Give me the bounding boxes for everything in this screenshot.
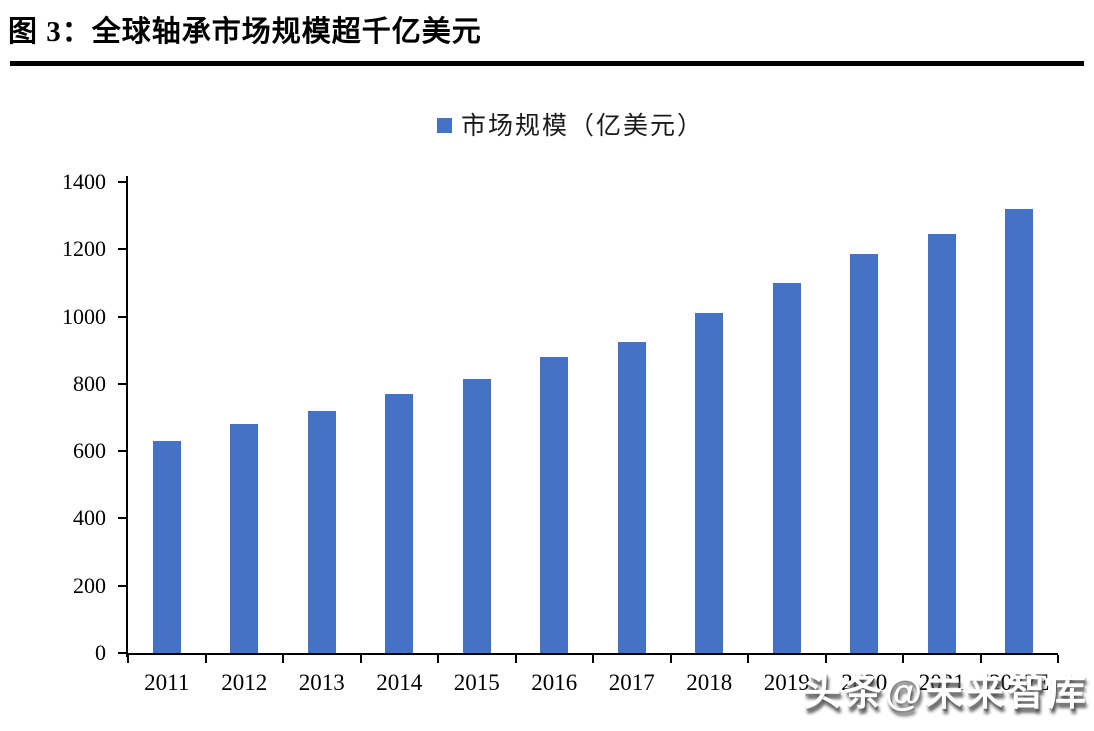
bar-2016 bbox=[540, 356, 569, 653]
x-axis-tick bbox=[824, 655, 827, 663]
x-axis-tick bbox=[747, 655, 749, 663]
x-axis-tick bbox=[592, 655, 594, 663]
x-tick-label: 2019 bbox=[763, 670, 810, 695]
bar-2019 bbox=[772, 282, 801, 653]
y-tick-label: 400 bbox=[73, 505, 106, 531]
x-tick-label: 2011 bbox=[144, 670, 190, 695]
bar-2011 bbox=[152, 441, 181, 653]
watermark: 头条@未来智库 bbox=[802, 672, 1089, 714]
bar-2021 bbox=[927, 234, 956, 653]
x-axis-tick bbox=[359, 655, 362, 663]
chart-legend: 市场规模（亿美元） bbox=[437, 106, 704, 142]
x-axis-tick bbox=[514, 655, 517, 663]
x-axis-tick bbox=[282, 655, 284, 663]
x-axis-tick bbox=[979, 655, 982, 663]
x-tick-label: 2013 bbox=[298, 670, 345, 695]
y-tick-label: 800 bbox=[73, 370, 106, 396]
bar-2014 bbox=[385, 393, 414, 653]
title-underline-rule bbox=[10, 61, 1084, 66]
x-tick-label: 2012 bbox=[221, 670, 268, 695]
y-axis-tick bbox=[118, 450, 126, 453]
y-tick-label: 1000 bbox=[62, 303, 106, 329]
bar-2022E bbox=[1005, 208, 1034, 653]
y-axis-tick bbox=[118, 652, 126, 654]
bar-2013 bbox=[307, 410, 336, 653]
figure-title: 图 3：全球轴承市场规模超千亿美元 bbox=[8, 16, 482, 48]
y-tick-label: 1400 bbox=[62, 169, 106, 194]
bar-2020 bbox=[850, 254, 879, 653]
y-axis-tick bbox=[118, 584, 126, 587]
x-axis-tick bbox=[1057, 655, 1059, 663]
x-tick-label: 2022E bbox=[989, 670, 1050, 695]
y-tick-label: 0 bbox=[95, 640, 106, 665]
x-tick-label: 2020 bbox=[841, 670, 888, 695]
x-axis-tick bbox=[127, 655, 129, 663]
x-axis-tick bbox=[902, 655, 904, 663]
y-tick-label: 1200 bbox=[62, 236, 106, 262]
bar-2012 bbox=[230, 424, 259, 653]
x-tick-label: 2016 bbox=[531, 670, 578, 695]
x-tick-label: 2018 bbox=[686, 670, 733, 695]
y-axis-tick bbox=[118, 517, 126, 520]
x-tick-label: 2015 bbox=[453, 670, 500, 695]
y-tick-label: 600 bbox=[73, 438, 106, 464]
x-tick-label: 2021 bbox=[918, 670, 965, 695]
x-tick-label: 2014 bbox=[376, 670, 423, 695]
x-axis-tick bbox=[669, 655, 672, 663]
x-axis-tick bbox=[437, 655, 439, 663]
y-axis-tick bbox=[118, 248, 126, 251]
y-axis-tick bbox=[118, 382, 126, 385]
bar-2015 bbox=[462, 378, 491, 653]
bar-2017 bbox=[617, 341, 646, 653]
x-axis-line bbox=[126, 653, 1058, 655]
y-axis-tick bbox=[118, 315, 126, 318]
y-tick-label: 200 bbox=[73, 572, 106, 598]
legend-label: 市场规模（亿美元） bbox=[461, 113, 705, 140]
x-axis-tick bbox=[204, 655, 207, 663]
x-tick-label: 2017 bbox=[608, 670, 655, 695]
bar-2018 bbox=[695, 313, 724, 653]
legend-color-swatch bbox=[437, 118, 452, 133]
y-axis-line bbox=[126, 176, 128, 657]
y-axis-tick bbox=[118, 181, 126, 183]
